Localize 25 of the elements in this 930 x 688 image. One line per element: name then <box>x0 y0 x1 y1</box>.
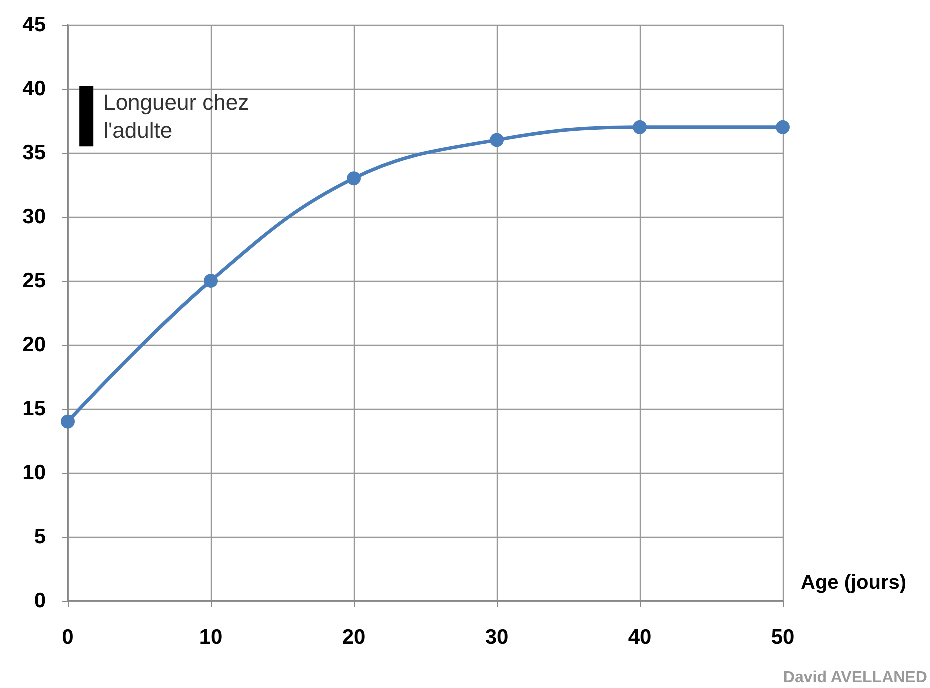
x-tick-label: 40 <box>628 626 652 649</box>
text: David AVELLANED <box>783 670 928 686</box>
x-tick-label: 20 <box>342 626 366 649</box>
point <box>204 274 218 288</box>
x-tick-label: 30 <box>485 626 509 649</box>
y-tick-label: 25 <box>22 270 46 292</box>
y-tick-label: 30 <box>22 206 46 228</box>
point <box>776 120 790 134</box>
point <box>61 414 75 429</box>
y-tick-label: 45 <box>22 14 46 36</box>
x-axis-title: Age (jours) <box>801 572 907 594</box>
point <box>633 120 647 134</box>
series-label: Longueur chez l'adulte <box>104 90 256 143</box>
x-tick-label: 10 <box>199 626 223 649</box>
x-tick-label: 50 <box>771 626 795 649</box>
y-tick-label: 0 <box>34 590 46 612</box>
point <box>347 172 361 186</box>
y-tick-label: 20 <box>22 334 46 356</box>
x-tick-label: 0 <box>62 626 74 649</box>
y-tick-label: 40 <box>22 78 46 100</box>
y-tick-label: 15 <box>22 398 46 420</box>
y-tick-label: 35 <box>22 142 46 164</box>
y-tick-label: 10 <box>22 462 46 484</box>
y-tick-label: 5 <box>34 526 46 548</box>
point <box>490 133 504 148</box>
